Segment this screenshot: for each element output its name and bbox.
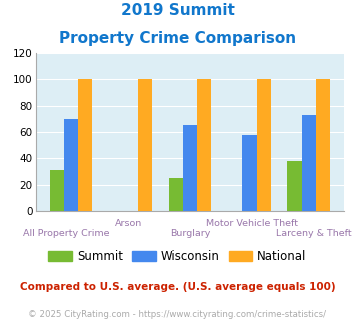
Bar xyxy=(64,119,78,211)
Text: © 2025 CityRating.com - https://www.cityrating.com/crime-statistics/: © 2025 CityRating.com - https://www.city… xyxy=(28,310,327,319)
Text: Arson: Arson xyxy=(115,219,142,228)
Bar xyxy=(316,79,330,211)
Text: 2019 Summit: 2019 Summit xyxy=(121,3,234,18)
Text: Motor Vehicle Theft: Motor Vehicle Theft xyxy=(206,219,298,228)
Bar xyxy=(50,170,64,211)
Text: Larceny & Theft: Larceny & Theft xyxy=(275,229,351,238)
Bar xyxy=(242,135,257,211)
Text: All Property Crime: All Property Crime xyxy=(23,229,110,238)
Bar xyxy=(169,178,183,211)
Text: Property Crime Comparison: Property Crime Comparison xyxy=(59,31,296,46)
Bar xyxy=(183,125,197,211)
Bar xyxy=(138,79,152,211)
Bar xyxy=(302,115,316,211)
Text: Burglary: Burglary xyxy=(170,229,210,238)
Bar xyxy=(288,161,302,211)
Bar xyxy=(78,79,92,211)
Text: Compared to U.S. average. (U.S. average equals 100): Compared to U.S. average. (U.S. average … xyxy=(20,282,335,292)
Bar xyxy=(257,79,271,211)
Legend: Summit, Wisconsin, National: Summit, Wisconsin, National xyxy=(44,245,311,268)
Bar xyxy=(197,79,211,211)
